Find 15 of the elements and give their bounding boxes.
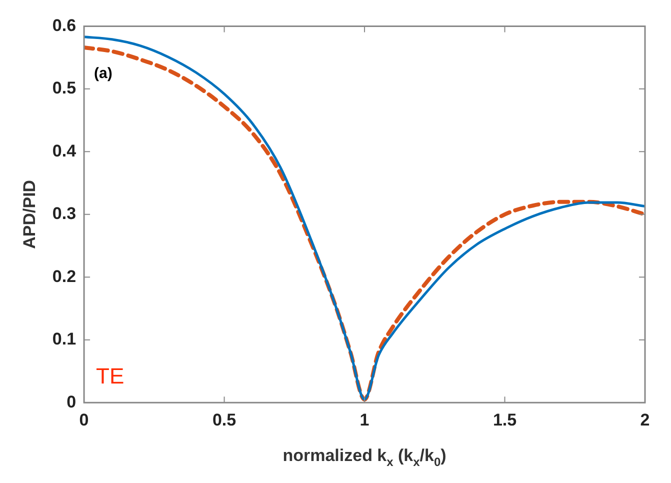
y-tick-label: 0.1 bbox=[52, 330, 76, 349]
x-tick-label: 0 bbox=[79, 410, 89, 430]
y-tick-label: 0.5 bbox=[52, 78, 76, 98]
y-tick-label: 0.2 bbox=[52, 266, 76, 286]
y-tick-label: 0.3 bbox=[52, 204, 76, 224]
y-tick-label: 0.6 bbox=[52, 16, 76, 35]
x-tick-label: 1.5 bbox=[492, 410, 517, 430]
x-tick-label: 1 bbox=[360, 410, 370, 430]
x-tick-label: 0.5 bbox=[212, 410, 236, 430]
y-tick-label: 0.4 bbox=[52, 141, 77, 160]
y-tick-label: 0 bbox=[66, 392, 76, 412]
annotation: (a) bbox=[94, 64, 112, 82]
y-axis-title: APD/PID bbox=[20, 180, 39, 249]
x-tick-label: 2 bbox=[640, 410, 650, 430]
annotation: TE bbox=[96, 364, 124, 389]
